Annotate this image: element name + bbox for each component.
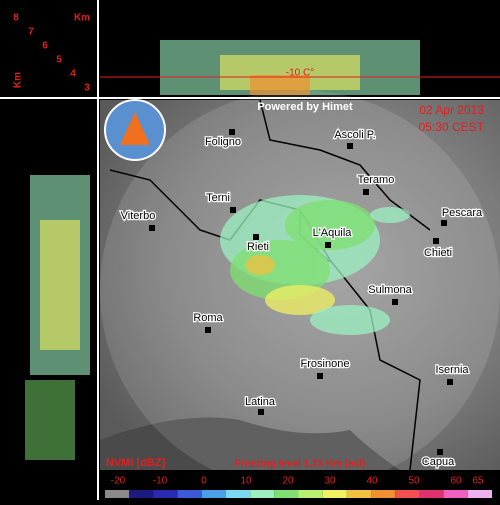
scale-label: 0 bbox=[201, 476, 207, 487]
city-label: Foligno bbox=[205, 136, 241, 148]
height-label: 5 bbox=[56, 55, 62, 66]
echo bbox=[245, 255, 275, 275]
city-label: Isernia bbox=[435, 364, 469, 376]
city-marker bbox=[317, 373, 323, 379]
logo-mark bbox=[120, 112, 150, 145]
city-marker bbox=[441, 220, 447, 226]
color-swatch bbox=[177, 490, 202, 498]
scale-label: 65 bbox=[472, 476, 484, 487]
color-swatch bbox=[274, 490, 299, 498]
profile-unit: Km bbox=[74, 13, 90, 24]
city-label: Sulmona bbox=[368, 284, 412, 296]
city-label: Terni bbox=[206, 192, 230, 204]
scale-label: 10 bbox=[240, 476, 252, 487]
profile-echo bbox=[25, 380, 75, 460]
scale-label: 50 bbox=[408, 476, 420, 487]
color-swatch bbox=[467, 490, 492, 498]
color-swatch bbox=[250, 490, 275, 498]
echo bbox=[310, 305, 390, 335]
city-marker bbox=[258, 409, 264, 415]
color-swatch bbox=[105, 490, 130, 498]
isotherm-label: -10 C° bbox=[286, 68, 314, 79]
product-label: NVMI [dBZ] bbox=[106, 457, 166, 469]
scale-label: 30 bbox=[324, 476, 336, 487]
color-swatch bbox=[201, 490, 226, 498]
city-label: Rieti bbox=[247, 241, 269, 253]
city-label: Viterbo bbox=[121, 210, 156, 222]
city-marker bbox=[347, 143, 353, 149]
city-marker bbox=[363, 189, 369, 195]
color-swatch bbox=[153, 490, 178, 498]
city-marker bbox=[229, 129, 235, 135]
profile-echo bbox=[250, 75, 310, 95]
color-swatch bbox=[346, 490, 372, 498]
time: 05:30 CEST bbox=[419, 120, 485, 134]
echo bbox=[265, 285, 335, 315]
city-label: Pescara bbox=[442, 207, 483, 219]
city-label: Latina bbox=[245, 396, 276, 408]
color-swatch bbox=[371, 490, 396, 498]
city-label: L'Aquila bbox=[313, 227, 353, 239]
height-label: 3 bbox=[84, 83, 90, 94]
city-marker bbox=[230, 207, 236, 213]
left-profile bbox=[25, 175, 90, 460]
color-swatch bbox=[129, 490, 154, 498]
height-label: 6 bbox=[42, 41, 48, 52]
city-marker bbox=[149, 225, 155, 231]
city-marker bbox=[433, 238, 439, 244]
height-label: 7 bbox=[28, 27, 34, 38]
city-marker bbox=[437, 449, 443, 455]
city-label: Ascoli P. bbox=[334, 129, 375, 141]
color-swatch bbox=[298, 490, 323, 498]
city-label: Teramo bbox=[358, 174, 395, 186]
echo bbox=[370, 207, 410, 223]
color-swatch bbox=[443, 490, 468, 498]
city-label: Capua bbox=[422, 456, 455, 468]
scale-label: -10 bbox=[153, 476, 168, 487]
scale-label: 20 bbox=[282, 476, 294, 487]
sea bbox=[100, 417, 400, 470]
echo bbox=[285, 200, 375, 250]
color-swatch bbox=[322, 490, 347, 498]
echo bbox=[230, 240, 330, 300]
city-label: Frosinone bbox=[301, 358, 350, 370]
city-marker bbox=[325, 242, 331, 248]
color-swatch bbox=[225, 490, 251, 498]
city-label: Chieti bbox=[424, 247, 452, 259]
scale-label: 40 bbox=[366, 476, 378, 487]
profile-echo bbox=[40, 220, 80, 350]
color-swatch bbox=[419, 490, 444, 498]
city-marker bbox=[205, 327, 211, 333]
profile-side-unit: Km bbox=[13, 72, 24, 88]
height-label: 8 bbox=[13, 13, 19, 24]
scale-label: -20 bbox=[111, 476, 126, 487]
freezing-level: Freezing level 1.73 Km (asl) bbox=[235, 459, 366, 470]
radar-echoes bbox=[220, 195, 410, 335]
city-marker bbox=[447, 379, 453, 385]
top-profile bbox=[100, 40, 500, 95]
color-swatch bbox=[395, 490, 420, 498]
scale-label: 60 bbox=[450, 476, 462, 487]
date: 02 Apr 2013 bbox=[419, 103, 484, 117]
credit: Powered by Himet bbox=[257, 101, 353, 113]
height-label: 4 bbox=[70, 69, 76, 80]
city-label: Roma bbox=[193, 312, 223, 324]
city-marker bbox=[392, 299, 398, 305]
city-marker bbox=[253, 234, 259, 240]
